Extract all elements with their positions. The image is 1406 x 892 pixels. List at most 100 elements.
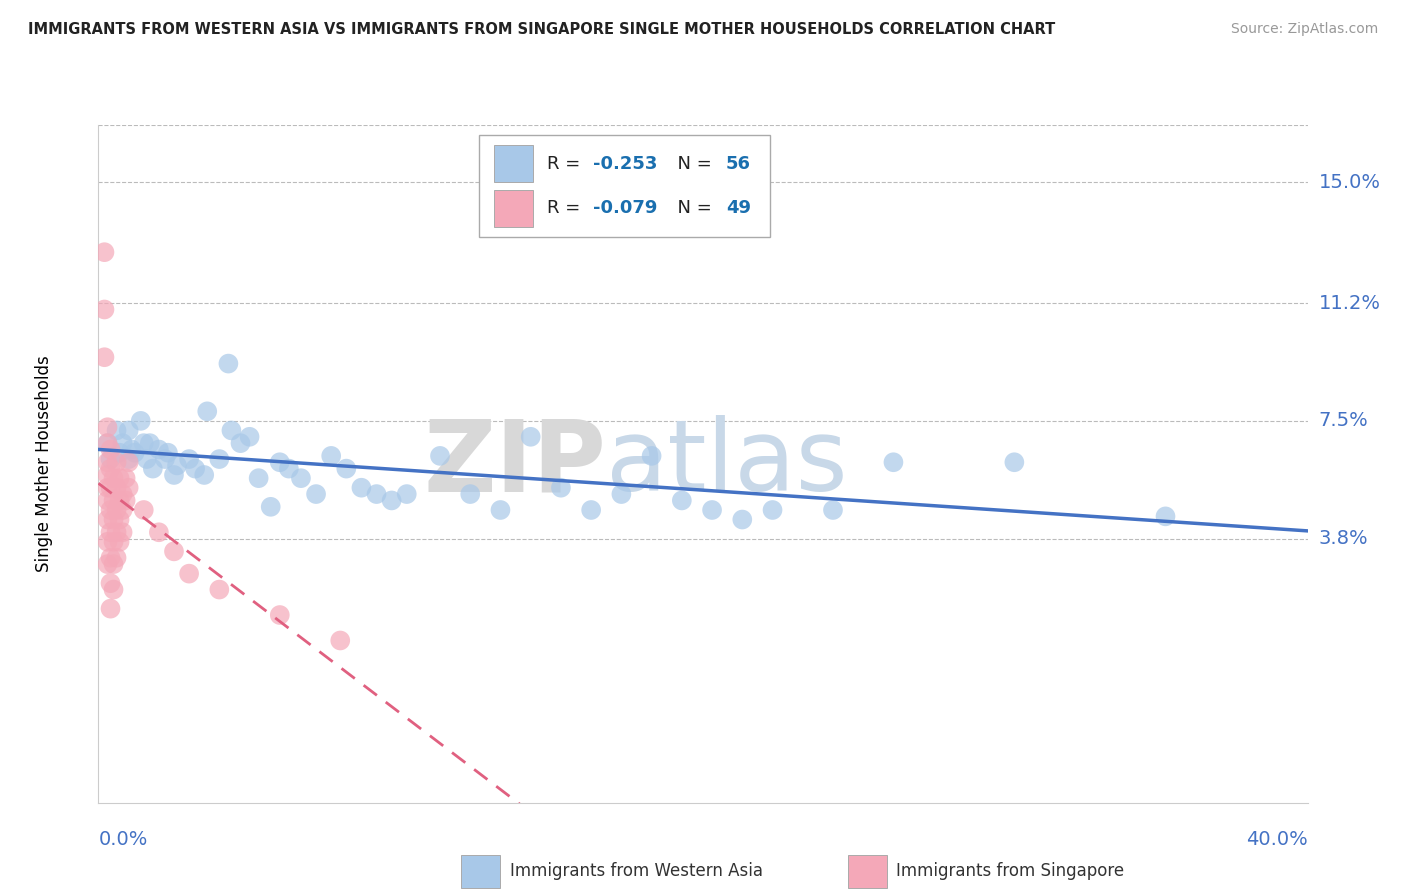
Point	[148, 525, 170, 540]
Text: 40.0%: 40.0%	[1246, 830, 1308, 849]
Point	[395, 487, 418, 501]
Point	[229, 436, 252, 450]
Point	[700, 503, 723, 517]
Point	[290, 471, 312, 485]
Point	[260, 500, 283, 514]
Point	[142, 461, 165, 475]
Text: 15.0%: 15.0%	[1319, 173, 1381, 192]
Text: atlas: atlas	[606, 416, 848, 512]
Point	[132, 436, 155, 450]
Point	[329, 633, 352, 648]
Point	[135, 452, 157, 467]
Point	[489, 503, 512, 517]
Point	[93, 350, 115, 364]
Point	[93, 302, 115, 317]
Point	[111, 436, 134, 450]
Point	[381, 493, 404, 508]
Point	[458, 487, 481, 501]
Point	[153, 452, 176, 467]
Point	[118, 452, 141, 467]
Point	[100, 442, 122, 457]
FancyBboxPatch shape	[848, 855, 887, 888]
Point	[640, 449, 662, 463]
Point	[118, 455, 141, 469]
Point	[335, 461, 357, 475]
Point	[111, 525, 134, 540]
Point	[277, 461, 299, 475]
Point	[96, 436, 118, 450]
Point	[105, 424, 128, 438]
FancyBboxPatch shape	[479, 135, 769, 236]
Point	[105, 455, 128, 469]
Text: IMMIGRANTS FROM WESTERN ASIA VS IMMIGRANTS FROM SINGAPORE SINGLE MOTHER HOUSEHOL: IMMIGRANTS FROM WESTERN ASIA VS IMMIGRAN…	[28, 22, 1056, 37]
FancyBboxPatch shape	[461, 855, 501, 888]
Point	[121, 442, 143, 457]
Point	[100, 601, 122, 615]
Point	[366, 487, 388, 501]
Point	[100, 550, 122, 565]
Point	[177, 452, 201, 467]
Point	[114, 493, 136, 508]
Point	[108, 446, 131, 460]
Point	[321, 449, 343, 463]
Text: R =: R =	[547, 154, 586, 172]
Text: N =: N =	[665, 154, 717, 172]
Point	[166, 458, 188, 473]
Point	[111, 503, 134, 517]
Text: -0.079: -0.079	[593, 199, 658, 218]
Text: 49: 49	[725, 199, 751, 218]
Point	[217, 357, 239, 371]
Point	[239, 430, 262, 444]
Point	[96, 534, 118, 549]
Point	[103, 534, 125, 549]
Point	[93, 245, 115, 260]
Point	[139, 436, 162, 450]
Point	[118, 481, 141, 495]
Point	[96, 467, 118, 482]
Point	[100, 503, 122, 517]
FancyBboxPatch shape	[494, 190, 533, 227]
Point	[103, 557, 125, 571]
Point	[108, 534, 131, 549]
Point	[96, 455, 118, 469]
Point	[882, 455, 904, 469]
Point	[731, 512, 754, 526]
Point	[103, 582, 125, 597]
Point	[108, 493, 131, 508]
Point	[1154, 509, 1177, 524]
Point	[103, 493, 125, 508]
Point	[148, 442, 170, 457]
Point	[519, 430, 541, 444]
Point	[124, 446, 146, 460]
Point	[100, 461, 122, 475]
Point	[132, 503, 155, 517]
Point	[163, 467, 186, 482]
Point	[1002, 455, 1025, 469]
Point	[105, 525, 128, 540]
Text: 7.5%: 7.5%	[1319, 411, 1368, 430]
Point	[429, 449, 451, 463]
Point	[761, 503, 783, 517]
Text: Single Mother Households: Single Mother Households	[35, 356, 53, 572]
Point	[105, 550, 128, 565]
Point	[100, 452, 122, 467]
Point	[103, 471, 125, 485]
Point	[129, 414, 152, 428]
Point	[350, 481, 373, 495]
Point	[118, 424, 141, 438]
Point	[100, 576, 122, 591]
Point	[221, 424, 243, 438]
Point	[610, 487, 633, 501]
Point	[96, 557, 118, 571]
Point	[100, 525, 122, 540]
Point	[208, 582, 231, 597]
Point	[177, 566, 201, 581]
Point	[163, 544, 186, 558]
Point	[100, 481, 122, 495]
Point	[105, 503, 128, 517]
Point	[156, 446, 179, 460]
Text: 56: 56	[725, 154, 751, 172]
Point	[96, 420, 118, 434]
Point	[195, 404, 218, 418]
Text: Immigrants from Western Asia: Immigrants from Western Asia	[509, 862, 762, 880]
